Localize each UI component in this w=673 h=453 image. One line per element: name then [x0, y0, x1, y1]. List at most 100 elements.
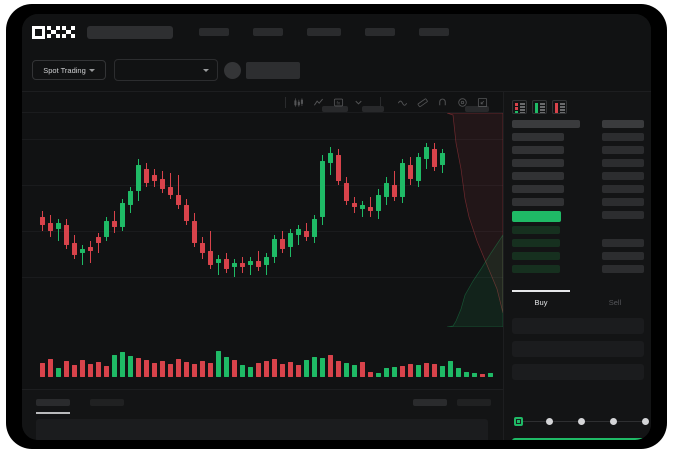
volume-bar-34 [312, 357, 317, 377]
nav-item-4[interactable] [365, 28, 395, 36]
line-chart-icon[interactable] [313, 97, 324, 108]
app-screen: Spot Trading [22, 14, 651, 440]
volume-bar-47 [416, 365, 421, 377]
volume-bar-49 [432, 364, 437, 377]
coin-avatar-icon [224, 62, 241, 79]
orderbook-ask-amount-3 [602, 172, 644, 180]
volume-bar-19 [192, 364, 197, 377]
volume-bar-31 [288, 362, 293, 377]
volume-bar-11 [128, 356, 133, 377]
total-field[interactable] [512, 364, 644, 380]
chevron-down-icon[interactable] [353, 97, 364, 108]
volume-bar-2 [56, 368, 61, 377]
orders-tab-1[interactable] [36, 399, 70, 414]
stepper-dot-1[interactable] [546, 418, 553, 425]
volume-bar-37 [336, 361, 341, 377]
amount-field[interactable] [512, 341, 644, 357]
volume-bar-30 [280, 364, 285, 377]
volume-bar-40 [360, 362, 365, 377]
volume-bar-32 [296, 365, 301, 377]
nav-item-5[interactable] [419, 28, 449, 36]
orderbook-ask-row-3[interactable] [512, 172, 564, 180]
logo-x-glyph [62, 25, 75, 39]
volume-bar-43 [384, 368, 389, 377]
volume-bar-9 [112, 355, 117, 377]
tab-buy[interactable]: Buy [504, 290, 578, 314]
volume-bar-7 [96, 362, 101, 377]
volume-bar-35 [320, 358, 325, 377]
orderbook-ask-row-2[interactable] [512, 159, 564, 167]
candlestick-chart-icon[interactable] [293, 97, 304, 108]
orders-action-1[interactable] [413, 399, 447, 406]
magnet-icon[interactable] [437, 97, 448, 108]
ruler-icon[interactable] [417, 97, 428, 108]
submit-order-button[interactable] [512, 438, 651, 440]
order-book-rows[interactable] [504, 120, 651, 288]
orderbook-bid-amount-3 [602, 265, 644, 273]
search-input[interactable] [87, 25, 173, 39]
amount-stepper[interactable] [514, 417, 649, 427]
orderbook-bid-row-1[interactable] [512, 239, 560, 247]
tab-sell-label: Sell [608, 297, 622, 307]
volume-bar-16 [168, 364, 173, 377]
chart-toolbar: fx [22, 92, 651, 113]
volume-bar-20 [200, 361, 205, 377]
orders-action-2[interactable] [457, 399, 491, 406]
volume-bar-6 [88, 364, 93, 377]
orderbook-ask-row-0[interactable] [512, 133, 564, 141]
price-field[interactable] [512, 318, 644, 334]
volume-bar-3 [64, 361, 69, 377]
orders-panel [22, 389, 503, 440]
orders-tab-2[interactable] [90, 399, 124, 406]
chart-tool-icons: fx [293, 96, 488, 108]
gridline-0 [22, 139, 503, 140]
logo-o-glyph [32, 25, 45, 39]
indicator-icon[interactable]: fx [333, 97, 344, 108]
orderbook-ask-amount-5 [602, 198, 644, 206]
okx-logo-icon[interactable] [32, 25, 75, 39]
volume-bar-17 [176, 359, 181, 377]
orderbook-bid-row-2[interactable] [512, 252, 560, 260]
volume-bar-24 [232, 360, 237, 377]
orderbook-bid-amount-1 [602, 239, 644, 247]
orderbook-bid-row-3[interactable] [512, 265, 560, 273]
nav-item-1[interactable] [199, 28, 229, 36]
orderbook-ask-amount-1 [602, 146, 644, 154]
volume-bar-13 [144, 360, 149, 377]
ticker-bar: Spot Trading [22, 50, 651, 123]
volume-bar-44 [392, 367, 397, 377]
orderbook-both-icon[interactable] [512, 100, 527, 114]
volume-bar-38 [344, 363, 349, 377]
settings-icon[interactable] [457, 97, 468, 108]
wave-icon[interactable] [397, 97, 408, 108]
orderbook-last-price-row[interactable] [512, 211, 561, 222]
orderbook-ask-row-5[interactable] [512, 198, 564, 206]
stepper-dot-4[interactable] [642, 418, 649, 425]
volume-bar-8 [104, 366, 109, 377]
nav-item-2[interactable] [253, 28, 283, 36]
chevron-down-icon [203, 68, 209, 72]
trading-pair-select[interactable] [114, 59, 218, 81]
volume-bar-18 [184, 362, 189, 377]
price-chart[interactable] [22, 113, 503, 327]
stepper-dot-3[interactable] [610, 418, 617, 425]
stepper-dot-0[interactable] [514, 417, 523, 426]
volume-bar-27 [256, 363, 261, 377]
volume-bar-14 [152, 363, 157, 377]
candlestick-series [22, 113, 503, 327]
nav-item-3[interactable] [307, 28, 341, 36]
orderbook-bids-icon[interactable] [532, 100, 547, 114]
volume-bar-10 [120, 352, 125, 377]
orderbook-bid-row-0[interactable] [512, 226, 560, 234]
tab-sell[interactable]: Sell [578, 290, 651, 314]
trading-mode-label: Spot Trading [43, 65, 86, 75]
trading-mode-select[interactable]: Spot Trading [32, 60, 106, 80]
stepper-dot-2[interactable] [578, 418, 585, 425]
orderbook-ask-row-4[interactable] [512, 185, 564, 193]
nav-links [199, 28, 449, 36]
orderbook-asks-icon[interactable] [552, 100, 567, 114]
volume-bar-54 [472, 373, 477, 377]
orderbook-bid-amount-2 [602, 252, 644, 260]
orderbook-ask-row-1[interactable] [512, 146, 564, 154]
fullscreen-icon[interactable] [477, 97, 488, 108]
